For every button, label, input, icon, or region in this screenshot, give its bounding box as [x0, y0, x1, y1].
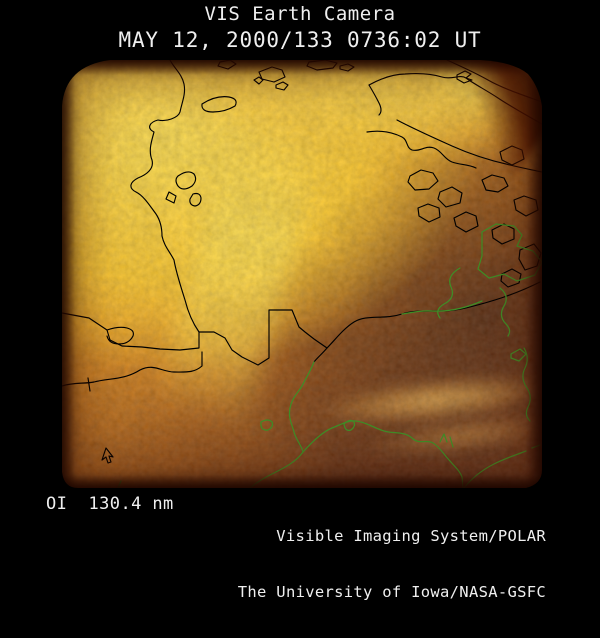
image-title: VIS Earth Camera: [204, 3, 396, 25]
earth-uv-image: [62, 60, 542, 488]
credit-line-2: The University of Iowa/NASA-GSFC: [237, 582, 546, 601]
vis-earth-camera-frame: VIS Earth Camera MAY 12, 2000/133 0736:0…: [46, 3, 546, 601]
wavelength-label: OI 130.4 nm: [46, 494, 174, 514]
edge-vignette: [62, 60, 542, 488]
credits-block: Visible Imaging System/POLAR The Univers…: [238, 490, 546, 638]
image-datetime: MAY 12, 2000/133 0736:02 UT: [118, 28, 482, 52]
credit-line-1: Visible Imaging System/POLAR: [276, 527, 546, 545]
